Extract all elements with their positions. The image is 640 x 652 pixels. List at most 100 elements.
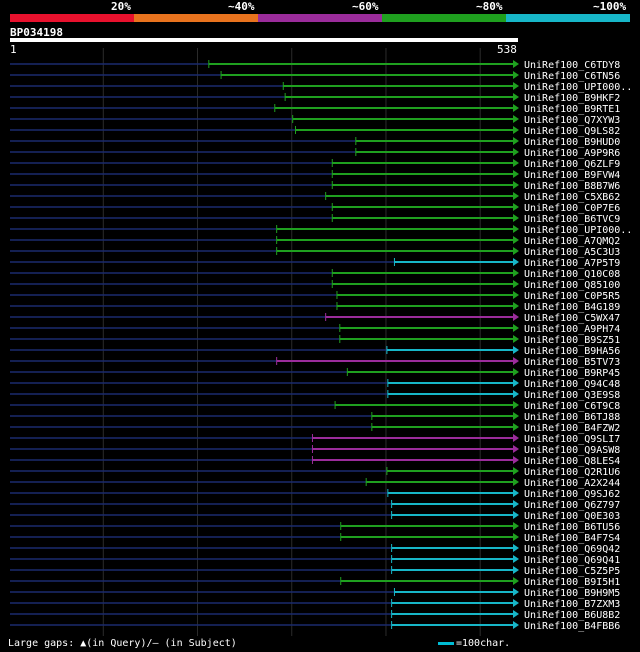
hit-label[interactable]: UniRef100_B9SZ51	[524, 335, 620, 346]
hit-row[interactable]: UniRef100_B4G189	[10, 302, 620, 313]
hit-label[interactable]: UniRef100_B6U8B2	[524, 610, 620, 621]
hit-label[interactable]: UniRef100_Q69Q42	[524, 544, 620, 555]
hit-row[interactable]: UniRef100_B9HUD0	[10, 137, 620, 148]
hit-label[interactable]: UniRef100_B9RP45	[524, 368, 620, 379]
hit-row[interactable]: UniRef100_B4F7S4	[10, 533, 620, 544]
hit-row[interactable]: UniRef100_Q9SLI7	[10, 434, 620, 445]
hit-label[interactable]: UniRef100_B8B7W6	[524, 181, 620, 192]
hit-label[interactable]: UniRef100_Q9ASW8	[524, 445, 620, 456]
hit-row[interactable]: UniRef100_Q9ASW8	[10, 445, 620, 456]
hit-row[interactable]: UniRef100_Q94C48	[10, 379, 620, 390]
hit-row[interactable]: UniRef100_B4FBB6	[10, 621, 620, 632]
hit-label[interactable]: UniRef100_Q9SLI7	[524, 434, 620, 445]
hit-row[interactable]: UniRef100_B5TV73	[10, 357, 620, 368]
hit-label[interactable]: UniRef100_B6TVC9	[524, 214, 620, 225]
hit-label[interactable]: UniRef100_Q85100	[524, 280, 620, 291]
hit-label[interactable]: UniRef100_B5TV73	[524, 357, 620, 368]
hit-row[interactable]: UniRef100_B9I5H1	[10, 577, 620, 588]
hit-label[interactable]: UniRef100_C5WX47	[524, 313, 620, 324]
hit-row[interactable]: UniRef100_Q8LES4	[10, 456, 620, 467]
hit-label[interactable]: UniRef100_B9HUD0	[524, 137, 620, 148]
hit-label[interactable]: UniRef100_Q6Z797	[524, 500, 620, 511]
hit-row[interactable]: UniRef100_B6TJ88	[10, 412, 620, 423]
hit-row[interactable]: UniRef100_Q6ZLF9	[10, 159, 620, 170]
hit-label[interactable]: UniRef100_UPI000..	[524, 225, 632, 236]
hit-row[interactable]: UniRef100_B4FZW2	[10, 423, 620, 434]
hit-row[interactable]: UniRef100_A5C3U3	[10, 247, 620, 258]
hit-row[interactable]: UniRef100_C0P5R5	[10, 291, 620, 302]
hit-row[interactable]: UniRef100_UPI000..	[10, 82, 632, 93]
hit-row[interactable]: UniRef100_C5Z5P5	[10, 566, 620, 577]
hit-label[interactable]: UniRef100_A7QMQ2	[524, 236, 620, 247]
hit-row[interactable]: UniRef100_Q69Q42	[10, 544, 620, 555]
hit-label[interactable]: UniRef100_C6TN56	[524, 71, 620, 82]
hit-label[interactable]: UniRef100_B7ZXM3	[524, 599, 620, 610]
hit-row[interactable]: UniRef100_Q9SJ62	[10, 489, 620, 500]
hit-row[interactable]: UniRef100_B6U8B2	[10, 610, 620, 621]
hit-label[interactable]: UniRef100_C6T9C8	[524, 401, 620, 412]
hit-label[interactable]: UniRef100_Q69Q41	[524, 555, 620, 566]
hit-row[interactable]: UniRef100_A7QMQ2	[10, 236, 620, 247]
hit-row[interactable]: UniRef100_B9FVW4	[10, 170, 620, 181]
hit-label[interactable]: UniRef100_A7P5T9	[524, 258, 620, 269]
hit-label[interactable]: UniRef100_B9HKF2	[524, 93, 620, 104]
hit-row[interactable]: UniRef100_Q85100	[10, 280, 620, 291]
hit-label[interactable]: UniRef100_A9PH74	[524, 324, 620, 335]
hit-label[interactable]: UniRef100_Q3E9S8	[524, 390, 620, 401]
hit-label[interactable]: UniRef100_B9FVW4	[524, 170, 620, 181]
hit-label[interactable]: UniRef100_C5Z5P5	[524, 566, 620, 577]
hit-label[interactable]: UniRef100_Q0E303	[524, 511, 620, 522]
hit-row[interactable]: UniRef100_Q9LS82	[10, 126, 620, 137]
hit-label[interactable]: UniRef100_B6TU56	[524, 522, 620, 533]
hit-row[interactable]: UniRef100_C5WX47	[10, 313, 620, 324]
hit-row[interactable]: UniRef100_B9HA56	[10, 346, 620, 357]
hit-row[interactable]: UniRef100_A2X244	[10, 478, 620, 489]
hit-row[interactable]: UniRef100_B9H9M5	[10, 588, 620, 599]
hit-label[interactable]: UniRef100_B9RTE1	[524, 104, 620, 115]
hit-label[interactable]: UniRef100_Q8LES4	[524, 456, 620, 467]
hit-row[interactable]: UniRef100_C5XB62	[10, 192, 620, 203]
hit-label[interactable]: UniRef100_B9I5H1	[524, 577, 620, 588]
hit-label[interactable]: UniRef100_Q6ZLF9	[524, 159, 620, 170]
hit-label[interactable]: UniRef100_C0P5R5	[524, 291, 620, 302]
hit-label[interactable]: UniRef100_B4FZW2	[524, 423, 620, 434]
hit-label[interactable]: UniRef100_B6TJ88	[524, 412, 620, 423]
hit-row[interactable]: UniRef100_C6T9C8	[10, 401, 620, 412]
hit-label[interactable]: UniRef100_UPI000..	[524, 82, 632, 93]
hit-row[interactable]: UniRef100_B9RP45	[10, 368, 620, 379]
hit-row[interactable]: UniRef100_B8B7W6	[10, 181, 620, 192]
hit-label[interactable]: UniRef100_A5C3U3	[524, 247, 620, 258]
hit-label[interactable]: UniRef100_Q94C48	[524, 379, 620, 390]
hit-row[interactable]: UniRef100_C0P7E6	[10, 203, 620, 214]
hit-row[interactable]: UniRef100_B9SZ51	[10, 335, 620, 346]
hit-row[interactable]: UniRef100_Q6Z797	[10, 500, 620, 511]
hit-label[interactable]: UniRef100_A2X244	[524, 478, 620, 489]
hit-row[interactable]: UniRef100_Q2R1U6	[10, 467, 620, 478]
hit-label[interactable]: UniRef100_A9P9R6	[524, 148, 620, 159]
hit-label[interactable]: UniRef100_C6TDY8	[524, 60, 620, 71]
hit-row[interactable]: UniRef100_Q69Q41	[10, 555, 620, 566]
hit-row[interactable]: UniRef100_B6TVC9	[10, 214, 620, 225]
hit-label[interactable]: UniRef100_Q9SJ62	[524, 489, 620, 500]
hit-label[interactable]: UniRef100_Q10C08	[524, 269, 620, 280]
hit-row[interactable]: UniRef100_B9HKF2	[10, 93, 620, 104]
hit-row[interactable]: UniRef100_Q0E303	[10, 511, 620, 522]
hit-label[interactable]: UniRef100_C5XB62	[524, 192, 620, 203]
hit-row[interactable]: UniRef100_Q7XYW3	[10, 115, 620, 126]
hit-label[interactable]: UniRef100_C0P7E6	[524, 203, 620, 214]
hit-row[interactable]: UniRef100_B7ZXM3	[10, 599, 620, 610]
hit-label[interactable]: UniRef100_B4FBB6	[524, 621, 620, 632]
hit-label[interactable]: UniRef100_Q2R1U6	[524, 467, 620, 478]
hit-row[interactable]: UniRef100_B6TU56	[10, 522, 620, 533]
hit-label[interactable]: UniRef100_B4G189	[524, 302, 620, 313]
hit-label[interactable]: UniRef100_B9H9M5	[524, 588, 620, 599]
hit-row[interactable]: UniRef100_B9RTE1	[10, 104, 620, 115]
hit-row[interactable]: UniRef100_A9P9R6	[10, 148, 620, 159]
hit-row[interactable]: UniRef100_A9PH74	[10, 324, 620, 335]
hit-row[interactable]: UniRef100_UPI000..	[10, 225, 632, 236]
hit-row[interactable]: UniRef100_C6TDY8	[10, 60, 620, 71]
hit-label[interactable]: UniRef100_Q7XYW3	[524, 115, 620, 126]
hit-label[interactable]: UniRef100_B9HA56	[524, 346, 620, 357]
hit-label[interactable]: UniRef100_B4F7S4	[524, 533, 620, 544]
hit-row[interactable]: UniRef100_A7P5T9	[10, 258, 620, 269]
